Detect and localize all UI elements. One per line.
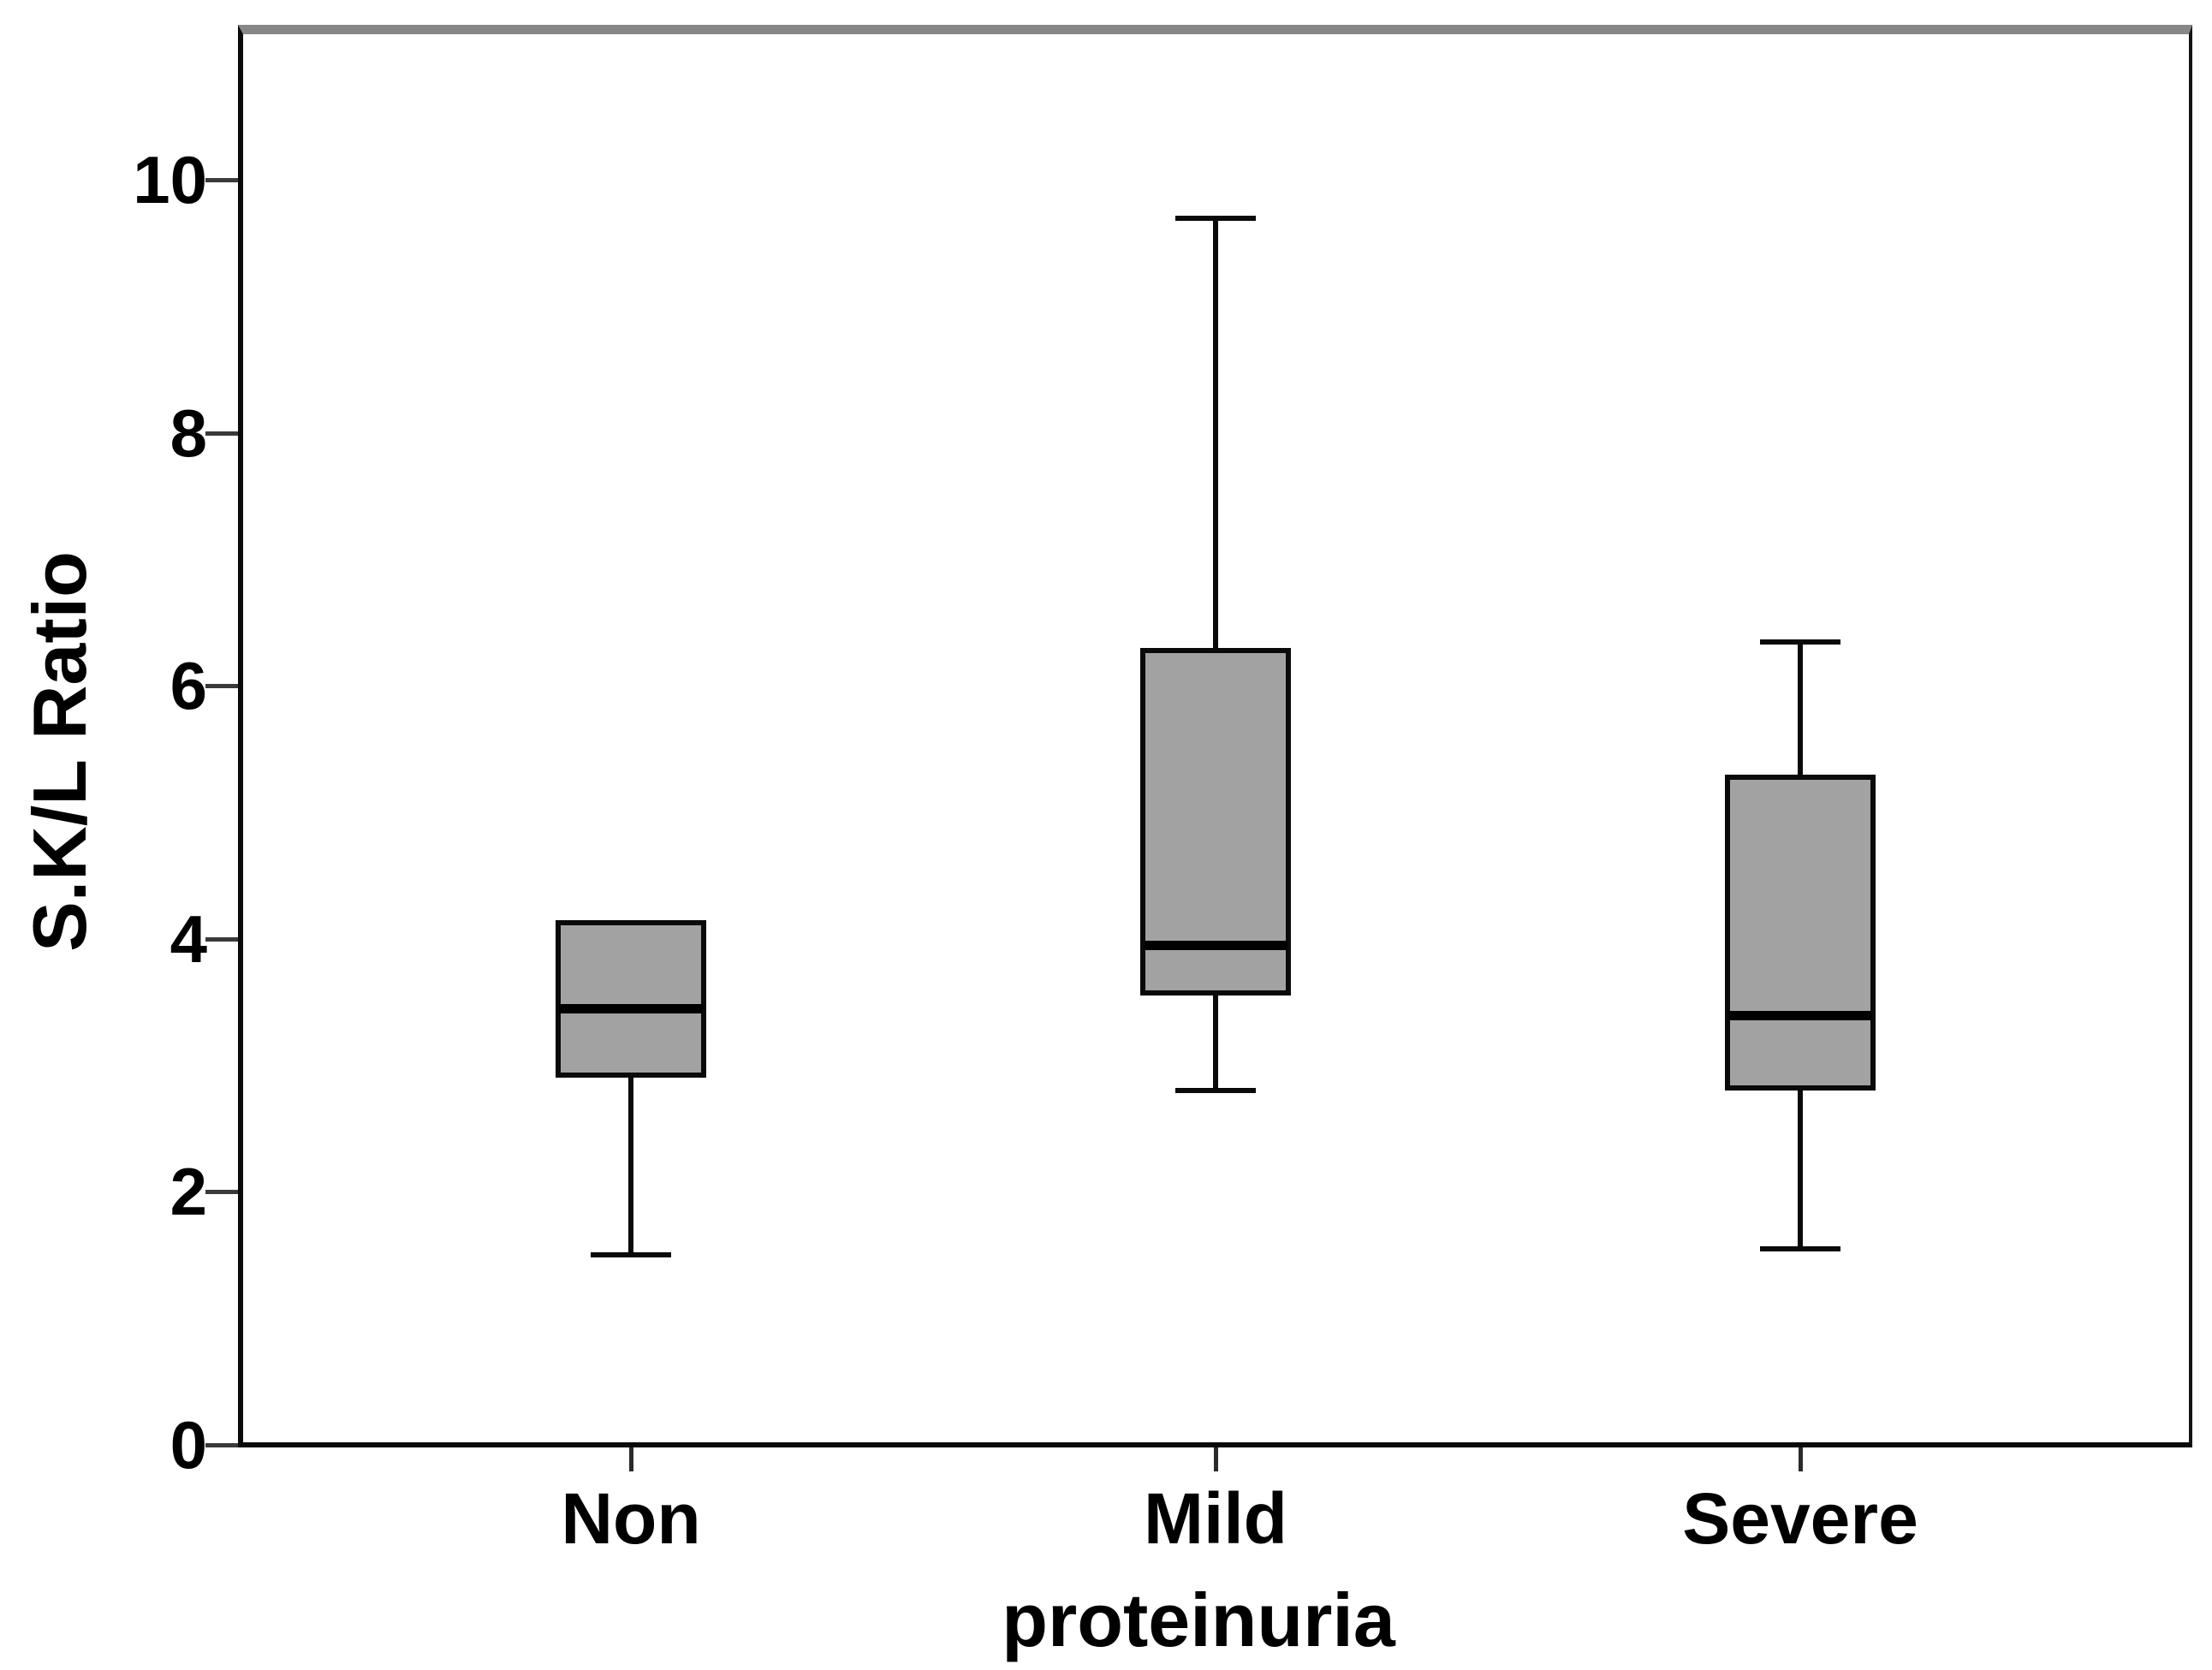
y-tick-label: 0 (169, 1407, 207, 1483)
lower-whisker-cap-severe (1760, 1246, 1840, 1251)
upper-whisker-mild (1213, 218, 1218, 648)
y-tick-label: 6 (169, 648, 207, 723)
median-line-severe (1728, 1011, 1872, 1020)
y-tick-label: 8 (169, 395, 207, 471)
y-tick-mark (205, 684, 238, 688)
median-line-non (559, 1004, 703, 1013)
x-tick-mark (1799, 1447, 1803, 1471)
x-tick-mark (629, 1447, 633, 1471)
lower-whisker-severe (1798, 1091, 1803, 1249)
y-tick-mark (205, 431, 238, 436)
x-axis-title: proteinuria (1002, 1578, 1395, 1662)
y-tick-mark (205, 937, 238, 942)
upper-whisker-cap-severe (1760, 639, 1840, 645)
lower-whisker-non (628, 1078, 633, 1255)
box-non (556, 920, 706, 1078)
x-category-label: Mild (1144, 1478, 1287, 1559)
y-tick-label: 2 (169, 1154, 207, 1229)
y-tick-label: 4 (169, 901, 207, 977)
upper-whisker-severe (1798, 642, 1803, 775)
box-severe (1725, 775, 1876, 1091)
y-tick-label: 10 (133, 142, 207, 217)
lower-whisker-mild (1213, 995, 1218, 1091)
x-category-label: Non (561, 1478, 701, 1559)
y-tick-mark (205, 1443, 238, 1447)
y-tick-mark (205, 178, 238, 182)
y-tick-mark (205, 1190, 238, 1194)
lower-whisker-cap-non (591, 1252, 671, 1257)
upper-whisker-cap-mild (1175, 216, 1256, 221)
lower-whisker-cap-mild (1175, 1088, 1256, 1093)
y-axis-title: S.K/L Ratio (17, 551, 102, 952)
box-mild (1140, 648, 1291, 995)
median-line-mild (1144, 941, 1287, 950)
x-category-label: Severe (1682, 1478, 1918, 1559)
x-tick-mark (1214, 1447, 1218, 1471)
